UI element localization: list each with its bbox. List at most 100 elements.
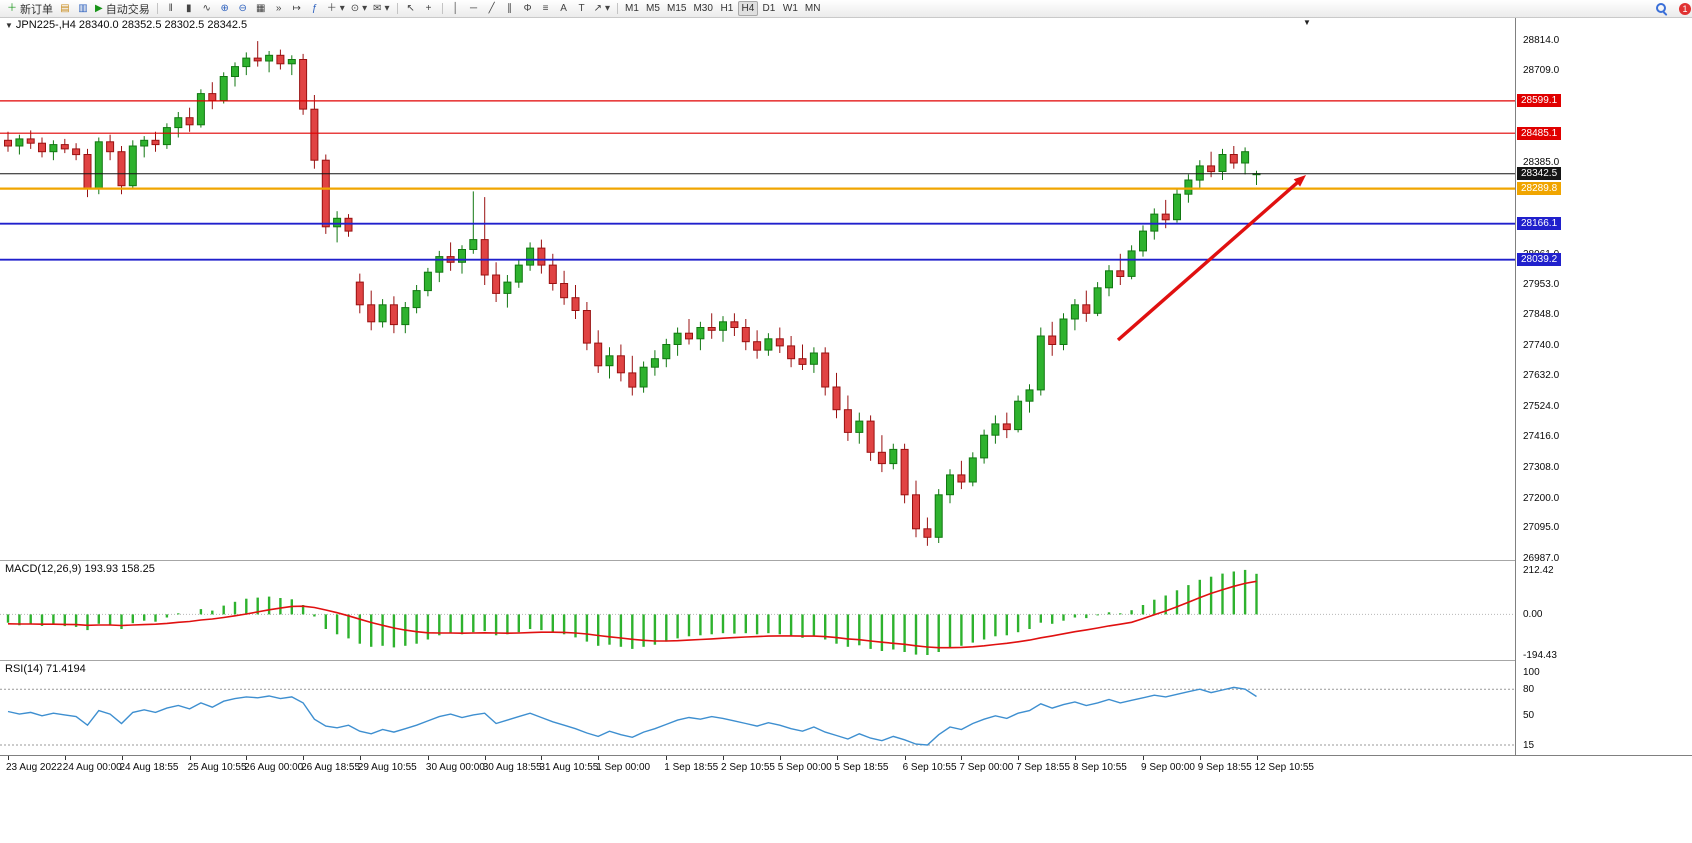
- channel-button[interactable]: ∥: [501, 1, 519, 16]
- timeframe-d1-button[interactable]: D1: [759, 1, 779, 16]
- time-label: 29 Aug 10:55: [357, 762, 417, 773]
- shapes-button[interactable]: ≡: [537, 1, 555, 16]
- candle-body: [719, 321, 727, 331]
- mail-icon: ✉: [373, 2, 382, 14]
- candle-body: [946, 474, 954, 496]
- trendline-button[interactable]: ╱: [483, 1, 501, 16]
- trendline-icon: ╱: [488, 2, 495, 14]
- timeframe-m30-button[interactable]: M30: [690, 1, 715, 16]
- toolbar: ＋ 新订单 ▤ ▥ ▶ 自动交易 ǁ ▮ ∿ ⊕ ⊖ ▦ » ↦ ƒ ＋ ▾ ⊙ ▾…: [0, 0, 1692, 18]
- auto-scroll-icon: »: [275, 2, 282, 14]
- vertical-line-button[interactable]: │: [447, 1, 465, 16]
- chart-collapse-icon[interactable]: ▼: [5, 21, 13, 30]
- rsi-pane[interactable]: RSI(14) 71.4194: [0, 661, 1515, 754]
- candle-body: [594, 342, 603, 367]
- search-button[interactable]: [1652, 1, 1670, 16]
- candle-body: [843, 409, 852, 433]
- profiles-button[interactable]: ▥: [74, 1, 92, 16]
- candle-body: [537, 247, 546, 266]
- candle-body: [458, 249, 466, 263]
- timeframe-h4-button[interactable]: H4: [737, 1, 758, 16]
- new-order-button[interactable]: ＋ 新订单: [4, 1, 56, 16]
- auto-scroll-button[interactable]: »: [270, 1, 288, 16]
- search-icon: [1655, 3, 1667, 14]
- bar-chart-icon: ǁ: [168, 2, 173, 14]
- price-badge-support-orange: 28289.8: [1517, 182, 1562, 196]
- candle-body: [877, 451, 886, 465]
- time-label: 12 Sep 10:55: [1254, 762, 1315, 773]
- price-scale[interactable]: 28814.028709.028385.028061.027953.027848…: [1515, 17, 1692, 755]
- tile-windows-button[interactable]: ▦: [252, 1, 270, 16]
- notifications-badge[interactable]: 1: [1679, 2, 1691, 15]
- candlestick-chart-button[interactable]: ▮: [180, 1, 198, 16]
- timeframe-m1-button[interactable]: M1: [622, 1, 642, 16]
- candle-body: [582, 310, 591, 344]
- candle-body: [15, 138, 24, 147]
- candle-body: [1195, 165, 1204, 181]
- candle-body: [196, 93, 205, 126]
- trend-arrow-head: [1293, 175, 1306, 187]
- chart-shift-button[interactable]: ↦: [288, 1, 306, 16]
- timeframe-mn-button[interactable]: MN: [802, 1, 824, 16]
- cursor-icon: ↖: [406, 2, 415, 14]
- rsi-line: [7, 686, 1257, 746]
- time-label: 8 Sep 10:55: [1072, 762, 1127, 773]
- time-tick: [303, 756, 305, 760]
- add-indicator-button[interactable]: ＋ ▾: [324, 1, 348, 16]
- candlestick-chart-icon: ▮: [185, 2, 192, 14]
- dropdown-icon: ▾: [339, 2, 345, 14]
- zoom-in-button[interactable]: ⊕: [216, 1, 234, 16]
- candle-body: [344, 217, 353, 232]
- time-tick: [779, 756, 781, 760]
- text-button[interactable]: A: [555, 1, 573, 16]
- timeframe-m15-button[interactable]: M15: [664, 1, 689, 16]
- time-label: 1 Sep 00:00: [596, 762, 651, 773]
- timeframe-group: M1 M5 M15 M30 H1 H4 D1 W1 MN: [622, 1, 823, 16]
- line-chart-button[interactable]: ∿: [198, 1, 216, 16]
- timeframe-m5-button[interactable]: M5: [643, 1, 663, 16]
- zoom-out-button[interactable]: ⊖: [234, 1, 252, 16]
- price-badge-resistance-lower: 28485.1: [1517, 126, 1562, 140]
- arrows-button[interactable]: ↗ ▾: [591, 1, 613, 16]
- timeframe-h1-button[interactable]: H1: [717, 1, 737, 16]
- timeframe-w1-button[interactable]: W1: [780, 1, 801, 16]
- candle-body: [991, 423, 1000, 436]
- candle-body: [900, 448, 909, 496]
- time-label: 26 Aug 18:55: [301, 762, 361, 773]
- new-chart-button[interactable]: ▤: [56, 1, 74, 16]
- candle-body: [1218, 154, 1227, 172]
- bar-chart-button[interactable]: ǁ: [162, 1, 180, 16]
- candle-body: [809, 352, 818, 365]
- horizontal-line-button[interactable]: ─: [465, 1, 483, 16]
- candle-body: [72, 148, 81, 156]
- fibonacci-button[interactable]: Φ: [519, 1, 537, 16]
- candle-body: [435, 256, 444, 273]
- time-axis[interactable]: 23 Aug 2022 24 Aug 00:00 24 Aug 18:55 25 Au…: [0, 755, 1692, 781]
- candle-body: [821, 352, 830, 388]
- time-tick: [64, 756, 66, 760]
- dropdown-icon: ▾: [384, 2, 390, 14]
- time-tick: [1256, 756, 1258, 760]
- pane-separator[interactable]: [0, 560, 1692, 561]
- algo-trading-button[interactable]: ▶ 自动交易: [92, 1, 153, 16]
- rsi-label: RSI(14) 71.4194: [5, 663, 86, 675]
- macd-pane[interactable]: MACD(12,26,9) 193.93 158.25: [0, 561, 1515, 660]
- pane-separator[interactable]: [0, 660, 1692, 661]
- price-tick: 28814.0: [1523, 35, 1560, 46]
- indicators-button[interactable]: ƒ: [306, 1, 324, 16]
- chart-shift-marker-icon: ▼: [1303, 18, 1311, 27]
- text-label-button[interactable]: T: [573, 1, 591, 16]
- crosshair-button[interactable]: +: [420, 1, 438, 16]
- candle-body: [934, 494, 943, 538]
- cursor-button[interactable]: ↖: [402, 1, 420, 16]
- horizontal-line-icon: ─: [470, 2, 478, 14]
- candle-body: [1161, 213, 1170, 221]
- candle-body: [162, 127, 171, 146]
- period-button[interactable]: ⊙ ▾: [348, 1, 370, 16]
- candle-body: [310, 108, 319, 161]
- mail-button[interactable]: ✉ ▾: [370, 1, 392, 16]
- time-tick: [1074, 756, 1076, 760]
- candle-body: [1002, 423, 1011, 431]
- main-chart-pane[interactable]: ▼ JPN225-,H4 28340.0 28352.5 28302.5 2834…: [0, 17, 1515, 560]
- price-tick: 27740.0: [1523, 339, 1560, 351]
